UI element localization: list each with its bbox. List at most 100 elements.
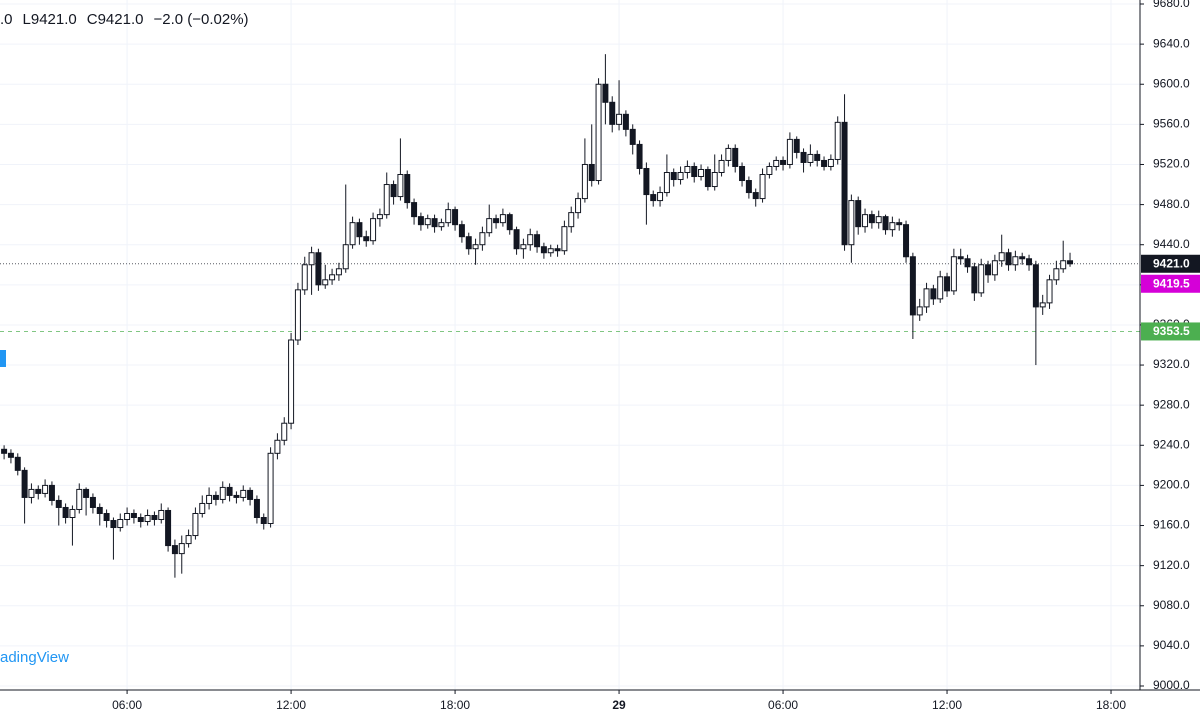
candle-body [643,167,650,196]
candle-body [240,489,247,498]
candle-body [479,232,486,246]
candle-body [370,218,377,242]
candle-body [390,184,397,198]
time-axis-bg [0,690,1200,718]
candle-body [219,486,226,500]
candle-body [274,439,281,454]
candle-body [923,288,930,308]
candle-body [773,159,780,167]
x-tick-label: 12:00 [276,698,306,712]
candle-body [909,256,916,316]
candle-body [1012,256,1019,266]
y-tick-label: 9640.0 [1153,36,1190,50]
header-field: C9421.0 [87,11,144,28]
candle-body [151,514,158,521]
candle-body [1019,256,1026,260]
candle-body [363,236,370,242]
candle-body [411,202,418,218]
candle-body [21,469,28,498]
candle-body [752,192,759,200]
candle-body [178,543,185,555]
candle-body [76,488,83,510]
y-tick-label: 9120.0 [1153,558,1190,572]
candle-body [308,252,315,266]
candle-body [1053,268,1060,281]
candle-body [834,121,841,160]
y-tick-label: 9080.0 [1153,598,1190,612]
y-tick-label: 9240.0 [1153,437,1190,451]
header-field: .0 [0,11,13,28]
candle-body [137,517,144,523]
candle-body [609,101,616,125]
candle-body [950,256,957,292]
x-tick-label: 29 [612,698,626,712]
candle-body [937,276,944,300]
candle-body [48,484,55,501]
candle-body [438,222,445,228]
candle-body [1039,302,1046,308]
candle-body [158,509,165,521]
candle-body [165,509,172,547]
candle-body [69,508,76,519]
candle-body [827,158,834,167]
candle-body [711,172,718,188]
x-tick-label: 18:00 [440,698,470,712]
candle-body [814,153,821,161]
candle-body [616,113,623,125]
x-tick-label: 06:00 [768,698,798,712]
y-tick-label: 9200.0 [1153,478,1190,492]
price-label: 9353.5 [1153,324,1190,338]
candle-body [1032,264,1039,308]
candle-body [944,276,951,292]
y-tick-label: 9480.0 [1153,197,1190,211]
candle-body [124,512,131,521]
candle-body [267,452,274,525]
candle-body [513,229,520,250]
candle-body [547,248,554,254]
axes: 9000.0 9040.0 9080.0 9120.0 9160.0 9200.0 9240… [112,0,1200,712]
candle-body [493,218,500,224]
candle-body [103,512,110,522]
candle-body [417,216,424,226]
candle-body [636,143,643,169]
candle-body [663,172,670,194]
candle-body [14,456,21,471]
candle-body [622,113,629,130]
candle-body [807,153,814,163]
candle-body [862,214,869,228]
price-label-box [1141,254,1200,273]
candle-body [916,306,923,316]
candle-body [595,83,602,182]
candle-body [725,147,732,161]
candle-body [875,216,882,224]
candle-body [739,165,746,182]
candle-body [349,222,356,246]
candle-body [1005,252,1012,266]
candle-body [486,218,493,234]
y-tick-label: 9520.0 [1153,157,1190,171]
candle-body [527,234,534,246]
candle-body [964,258,971,268]
candle-body [226,486,233,496]
candle-body [978,264,985,294]
candle-body [335,268,342,276]
candle-body [588,163,595,182]
candle-body [458,224,465,238]
candle-body [465,236,472,250]
candle-body [322,279,329,286]
candle-body [903,224,910,258]
candle-body [670,172,677,181]
candle-body [301,264,308,291]
candle-body [868,214,875,224]
x-tick-label: 06:00 [112,698,142,712]
x-tick-label: 18:00 [1096,698,1126,712]
candle-body [957,256,964,260]
candle-body [540,246,547,254]
candle-body [882,216,889,231]
candle-body [821,159,828,167]
candle-body [520,244,527,250]
candle-body [28,488,35,498]
candle-body [445,209,452,224]
y-tick-label: 9560.0 [1153,117,1190,131]
